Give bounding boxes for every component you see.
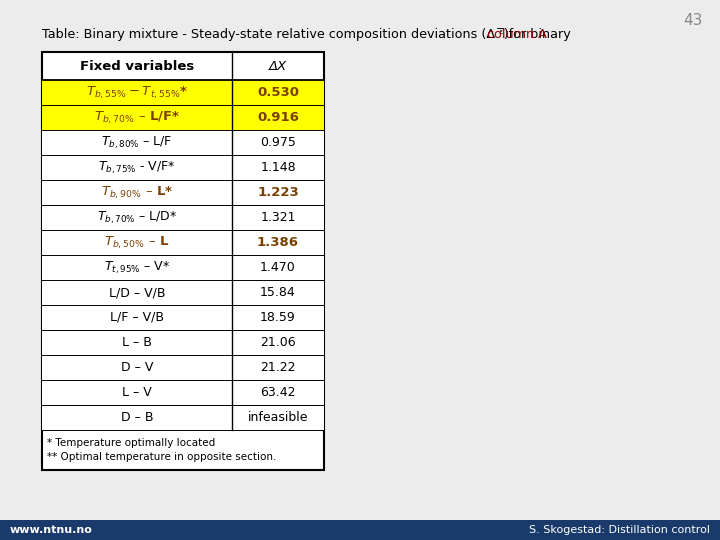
Text: D – B: D – B xyxy=(121,411,153,424)
Text: L – V: L – V xyxy=(122,386,152,399)
Bar xyxy=(232,280,324,305)
Text: 18.59: 18.59 xyxy=(260,311,296,324)
Text: $T_{t,95\%}$ – V*: $T_{t,95\%}$ – V* xyxy=(104,259,170,276)
Bar xyxy=(42,230,232,255)
Bar xyxy=(42,52,324,470)
Bar xyxy=(42,355,232,380)
Text: 21.22: 21.22 xyxy=(260,361,296,374)
Bar xyxy=(42,330,232,355)
Text: 21.06: 21.06 xyxy=(260,336,296,349)
Text: 0.916: 0.916 xyxy=(257,111,299,124)
Bar xyxy=(232,105,324,130)
Text: infeasible: infeasible xyxy=(248,411,308,424)
Text: 1.148: 1.148 xyxy=(260,161,296,174)
Bar xyxy=(232,405,324,430)
Bar xyxy=(42,130,232,155)
Bar xyxy=(42,80,232,105)
Text: 1.223: 1.223 xyxy=(257,186,299,199)
Text: $T_{b,90\%}$ – L*: $T_{b,90\%}$ – L* xyxy=(101,184,174,201)
Bar xyxy=(42,280,232,305)
Bar xyxy=(232,205,324,230)
Text: 43: 43 xyxy=(683,13,703,28)
Text: L – B: L – B xyxy=(122,336,152,349)
Bar xyxy=(232,80,324,105)
Text: 0.975: 0.975 xyxy=(260,136,296,149)
Text: 63.42: 63.42 xyxy=(260,386,296,399)
Bar xyxy=(232,305,324,330)
Bar xyxy=(232,180,324,205)
Bar xyxy=(232,155,324,180)
Bar xyxy=(232,130,324,155)
Text: $T_{b,55\%} - T_{t,55\%}$*: $T_{b,55\%} - T_{t,55\%}$* xyxy=(86,84,188,100)
Text: $T_{b,80\%}$ – L/F: $T_{b,80\%}$ – L/F xyxy=(102,134,173,151)
Text: $T_{b,50\%}$ – L: $T_{b,50\%}$ – L xyxy=(104,234,170,251)
Text: L/F – V/B: L/F – V/B xyxy=(110,311,164,324)
Bar xyxy=(232,380,324,405)
Text: S. Skogestad: Distillation control: S. Skogestad: Distillation control xyxy=(529,525,710,535)
Text: 1.470: 1.470 xyxy=(260,261,296,274)
Text: 0.530: 0.530 xyxy=(257,86,299,99)
Text: Fixed variables: Fixed variables xyxy=(80,59,194,72)
Bar xyxy=(232,355,324,380)
Bar xyxy=(232,330,324,355)
Text: D – V: D – V xyxy=(121,361,153,374)
Text: L/D – V/B: L/D – V/B xyxy=(109,286,166,299)
Bar xyxy=(232,230,324,255)
Bar xyxy=(42,105,232,130)
Bar xyxy=(42,155,232,180)
Text: $T_{b,75\%}$ - V/F*: $T_{b,75\%}$ - V/F* xyxy=(98,159,176,176)
Text: * Temperature optimally located: * Temperature optimally located xyxy=(47,438,215,448)
Text: Table: Binary mixture - Steady-state relative composition deviations (Δ ᵋ̅)for b: Table: Binary mixture - Steady-state rel… xyxy=(42,28,575,41)
Bar xyxy=(42,305,232,330)
Text: www.ntnu.no: www.ntnu.no xyxy=(10,525,93,535)
Text: column A: column A xyxy=(487,28,547,41)
Text: 15.84: 15.84 xyxy=(260,286,296,299)
Bar xyxy=(0,520,720,540)
Text: 1.386: 1.386 xyxy=(257,236,299,249)
Bar xyxy=(232,255,324,280)
Bar xyxy=(42,380,232,405)
Bar xyxy=(42,405,232,430)
Bar xyxy=(42,205,232,230)
Text: ** Optimal temperature in opposite section.: ** Optimal temperature in opposite secti… xyxy=(47,452,276,462)
Bar xyxy=(42,180,232,205)
Text: 1.321: 1.321 xyxy=(260,211,296,224)
Text: $T_{b,70\%}$ – L/D*: $T_{b,70\%}$ – L/D* xyxy=(96,210,177,226)
Text: ΔX: ΔX xyxy=(269,59,287,72)
Bar xyxy=(42,255,232,280)
Text: $T_{b,70\%}$ – L/F*: $T_{b,70\%}$ – L/F* xyxy=(94,109,180,126)
